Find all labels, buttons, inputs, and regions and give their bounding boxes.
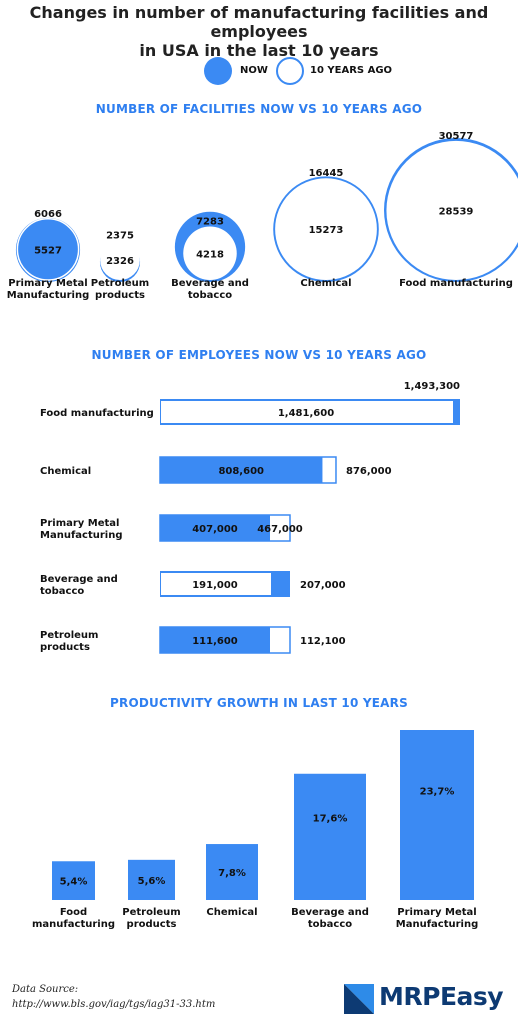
logo-mark-icon (344, 984, 374, 1014)
employee-category-label-2: Primary Metal (40, 518, 119, 529)
employee-ago-label-1: 876,000 (346, 466, 392, 477)
bubble-ago-label-1: 2375 (106, 230, 134, 241)
productivity-value-label-3: 17,6% (313, 814, 348, 825)
productivity-category-label-0: Food (60, 907, 87, 918)
bubble-ago-label-4: 30577 (439, 131, 474, 142)
employees-section-title: NUMBER OF EMPLOYEES NOW VS 10 YEARS AGO (91, 348, 427, 362)
employee-category-label-4: products (40, 642, 90, 653)
employee-bar-now-3 (161, 573, 271, 595)
bubble-now-1 (100, 240, 140, 280)
bubble-now-4 (386, 140, 518, 280)
bubble-ago-label-2: 7283 (196, 217, 224, 228)
productivity-category-label-4: Manufacturing (396, 919, 479, 930)
employee-now-label-4: 111,600 (192, 636, 238, 647)
bubble-category-label-0: Primary Metal (8, 278, 87, 289)
legend-now-swatch (204, 57, 232, 85)
employee-category-label-1: Chemical (40, 466, 91, 477)
bubble-ago-label-3: 16445 (309, 168, 344, 179)
employees-bar-chart: Food manufacturing 1,481,600 1,493,300 Chem… (40, 381, 460, 654)
bubble-category-label-1: products (95, 290, 145, 301)
data-source-url[interactable]: http://www.bls.gov/iag/tgs/iag31-33.htm (12, 999, 216, 1010)
employee-now-label-2: 407,000 (192, 524, 238, 535)
data-source: Data Source: http://www.bls.gov/iag/tgs/… (12, 982, 215, 1012)
productivity-category-label-0: manufacturing (32, 919, 115, 930)
productivity-value-label-4: 23,7% (420, 787, 455, 798)
productivity-bar-4 (400, 730, 474, 900)
employee-ago-label-0: 1,493,300 (404, 381, 460, 392)
productivity-category-label-3: Beverage and (291, 907, 369, 918)
title-line-1: Changes in number of manufacturing facil… (29, 3, 489, 41)
productivity-category-label-4: Primary Metal (397, 907, 476, 918)
employee-ago-label-3: 207,000 (300, 580, 346, 591)
employee-now-label-1: 808,600 (218, 466, 264, 477)
legend-ago-label: 10 YEARS AGO (310, 65, 393, 76)
employee-bar-now-2 (160, 515, 270, 541)
productivity-category-label-2: Chemical (206, 907, 257, 918)
productivity-bar-1 (128, 859, 175, 900)
employee-now-label-0: 1,481,600 (278, 408, 334, 419)
bubble-category-label-0: Manufacturing (7, 290, 90, 301)
data-source-label: Data Source: (12, 984, 79, 995)
bubble-category-label-4: Food manufacturing (399, 278, 513, 289)
employee-bar-now-0 (161, 401, 453, 423)
bubble-now-3 (275, 178, 377, 280)
bubble-category-label-1: Petroleum (91, 278, 149, 289)
employee-ago-label-2: 467,000 (257, 524, 303, 535)
bubble-now-label-1: 2326 (106, 256, 134, 267)
bubble-category-label-3: Chemical (300, 278, 351, 289)
bubble-ago-label-0: 6066 (34, 209, 62, 220)
productivity-section-title: PRODUCTIVITY GROWTH IN LAST 10 YEARS (110, 696, 408, 710)
productivity-category-label-3: tobacco (308, 919, 352, 930)
employee-now-label-3: 191,000 (192, 580, 238, 591)
mrpeasy-logo: MRPEasy (344, 982, 514, 1016)
bubble-now-label-4: 28539 (439, 206, 474, 217)
employee-category-label-0: Food manufacturing (40, 408, 154, 419)
productivity-bar-2 (206, 844, 258, 900)
productivity-value-label-1: 5,6% (138, 876, 166, 887)
bubble-now-label-3: 15273 (309, 225, 344, 236)
productivity-value-label-2: 7,8% (218, 868, 246, 879)
productivity-value-label-0: 5,4% (60, 877, 88, 888)
productivity-bar-0 (52, 861, 95, 900)
facilities-section-title: NUMBER OF FACILITIES NOW VS 10 YEARS AGO (95, 102, 423, 116)
productivity-category-label-1: Petroleum (122, 907, 180, 918)
logo-text: MRPEasy (379, 982, 504, 1011)
bubble-now-label-0: 5527 (34, 245, 62, 256)
employee-bar-now-4 (160, 627, 270, 653)
bubble-category-label-2: Beverage and (171, 278, 249, 289)
productivity-category-label-1: products (127, 919, 177, 930)
employee-category-label-4: Petroleum (40, 630, 98, 641)
employee-bar-now-1 (160, 457, 323, 483)
page-title: Changes in number of manufacturing facil… (0, 3, 518, 60)
employee-category-label-3: Beverage and (40, 574, 118, 585)
productivity-bar-3 (294, 773, 366, 900)
bubble-now-label-2: 4218 (196, 249, 224, 260)
bubble-now-0 (16, 218, 80, 281)
legend-ago-swatch (276, 57, 304, 85)
title-line-2: in USA in the last 10 years (139, 41, 379, 60)
bubble-category-label-2: tobacco (188, 290, 232, 301)
employee-category-label-3: tobacco (40, 586, 84, 597)
employee-category-label-2: Manufacturing (40, 530, 123, 541)
legend-now-label: NOW (240, 65, 268, 76)
employee-ago-label-4: 112,100 (300, 636, 346, 647)
bubble-now-2 (183, 226, 237, 280)
